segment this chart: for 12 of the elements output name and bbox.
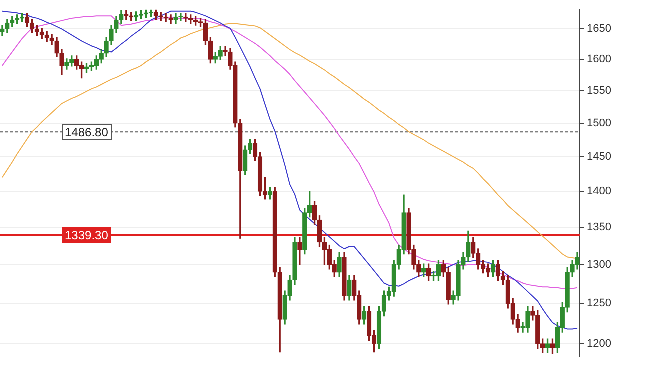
- ref-line-label: 1339.30: [65, 228, 109, 243]
- y-tick-label: 1450: [587, 150, 612, 163]
- y-tick-label: 1200: [587, 338, 612, 350]
- y-tick-label: 1400: [587, 186, 612, 198]
- y-tick-label: 1350: [587, 222, 612, 234]
- ref-line-label: 1486.80: [65, 125, 109, 140]
- y-tick-label: 1250: [587, 298, 612, 310]
- y-tick-label: 1300: [587, 258, 612, 271]
- y-tick-label: 1550: [587, 85, 612, 98]
- y-tick-label: 1500: [587, 117, 612, 130]
- y-tick-label: 1600: [587, 54, 612, 66]
- y-tick-label: 1650: [587, 23, 612, 36]
